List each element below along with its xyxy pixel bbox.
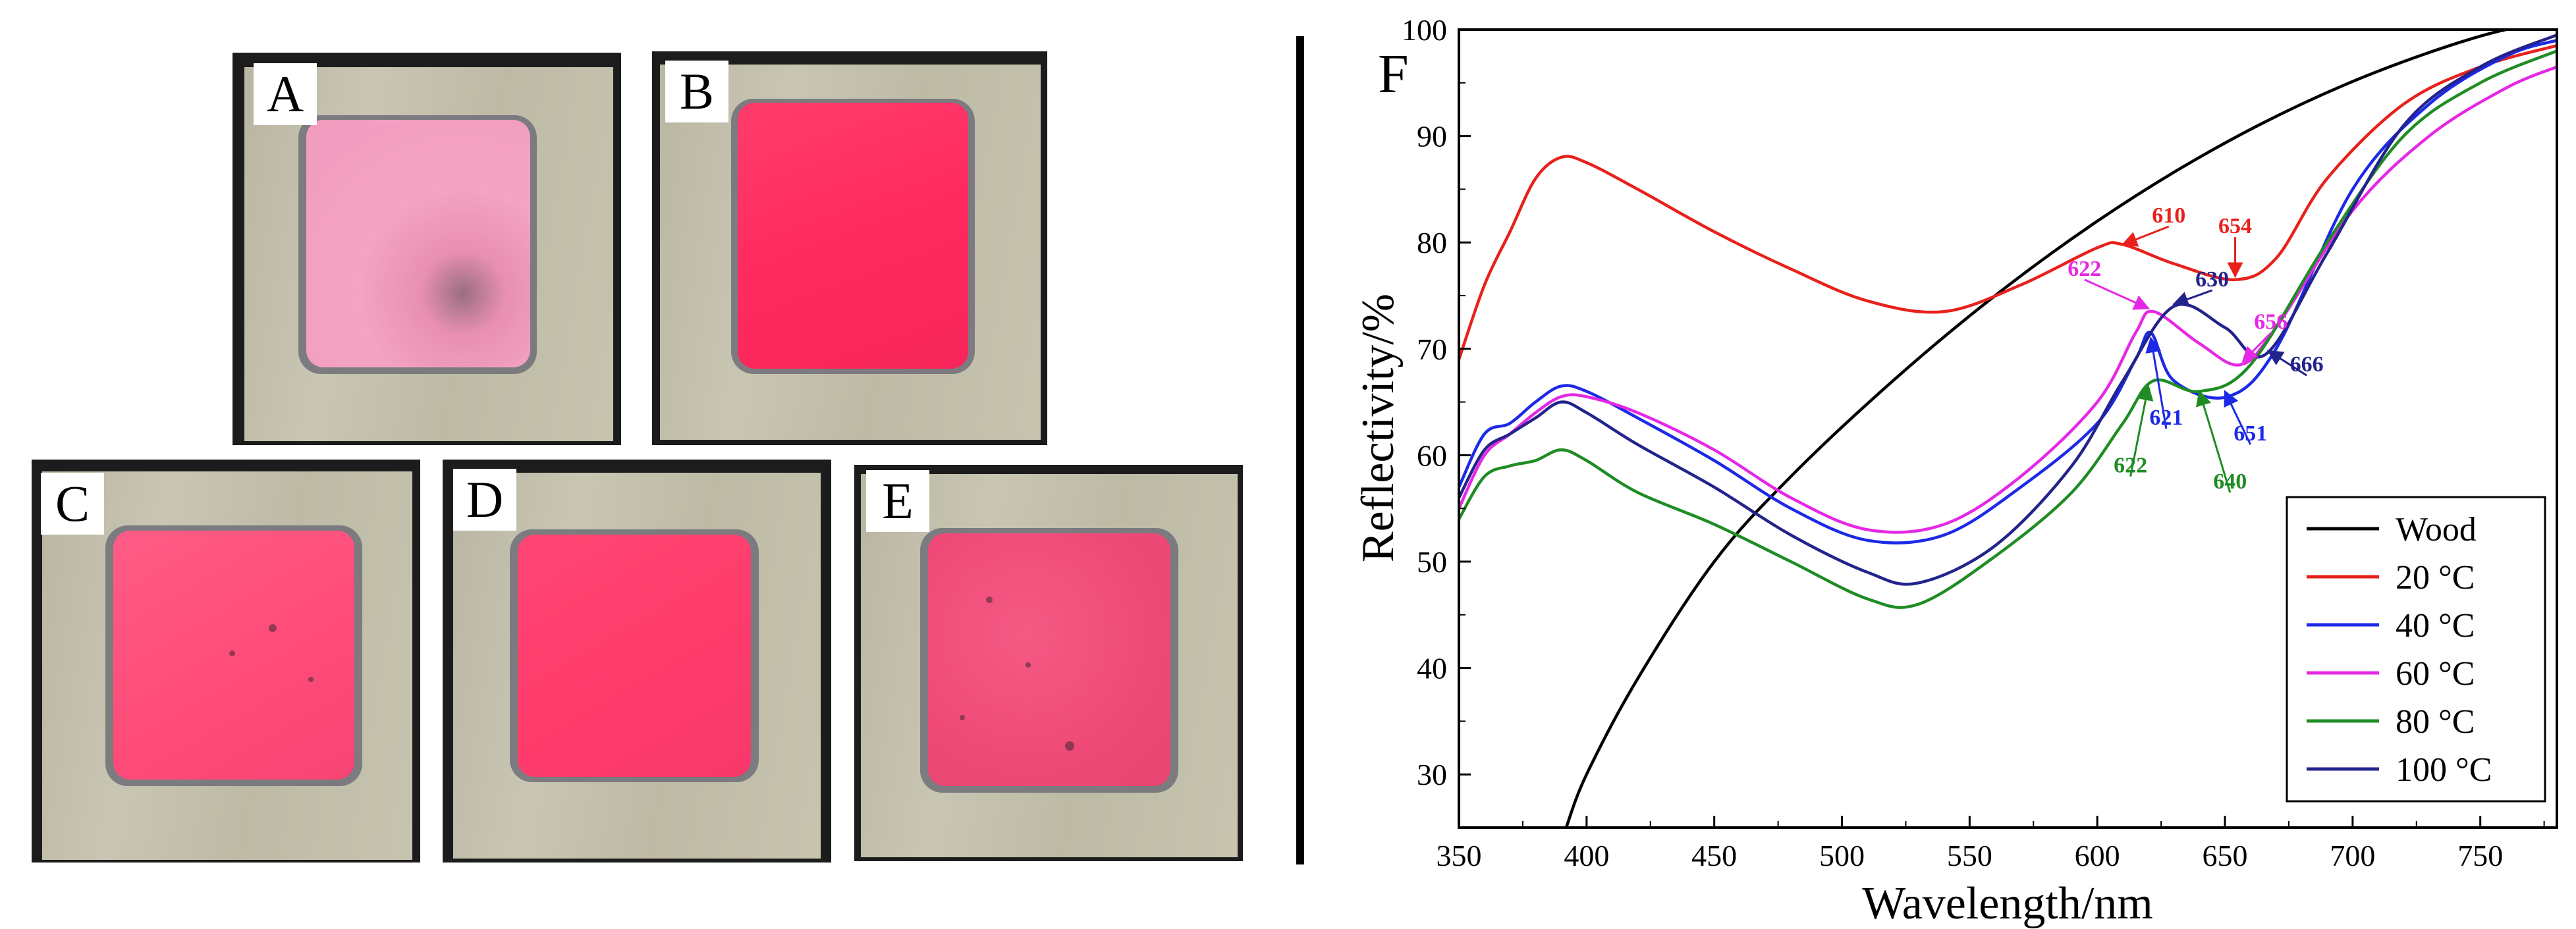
annotation-arrow	[2084, 279, 2150, 310]
series-line-100-c	[1459, 34, 2557, 586]
annotation-label: 622	[2114, 454, 2147, 478]
series-line-20-c	[1459, 44, 2557, 360]
x-tick-label: 600	[2075, 839, 2120, 872]
legend-entry: 60 °C	[2396, 655, 2475, 693]
x-tick-label: 400	[1564, 839, 1609, 872]
photo-panel-e: E	[854, 465, 1243, 861]
panel-label-e: E	[866, 470, 929, 532]
annotation-label: 630	[2195, 267, 2229, 292]
photo-panel-b: B	[652, 51, 1047, 445]
annotation-label: 666	[2290, 352, 2324, 377]
x-tick-label: 650	[2203, 839, 2248, 872]
annotation-arrow	[2129, 385, 2154, 477]
chart-panel-label: F	[1378, 43, 1409, 105]
plot-frame	[1458, 28, 2558, 829]
y-axis-label: Reflectivity/%	[1353, 294, 1404, 562]
annotation-arrow	[2224, 390, 2252, 445]
y-tick-label: 50	[1417, 545, 1447, 579]
annotation-label: 640	[2213, 469, 2247, 494]
panel-label-a: A	[254, 63, 317, 125]
y-tick-label: 90	[1417, 120, 1447, 153]
legend-entry: 100 °C	[2396, 751, 2492, 789]
legend-entry: Wood	[2396, 511, 2477, 548]
legend-entry: 40 °C	[2396, 607, 2475, 645]
coating-a	[306, 120, 530, 367]
y-tick-label: 30	[1417, 758, 1447, 791]
photo-panel-a: A	[233, 53, 621, 445]
x-tick-label: 500	[1819, 839, 1865, 872]
coating-d	[518, 535, 751, 777]
legend-entry: 80 °C	[2396, 703, 2475, 741]
legend-box	[2286, 496, 2546, 803]
annotation-label: 610	[2152, 203, 2185, 228]
coating-b	[738, 103, 968, 369]
x-tick-label: 450	[1691, 839, 1737, 872]
annotation-arrow	[2241, 332, 2272, 363]
y-tick-label: 100	[1402, 13, 1447, 47]
x-tick-label: 550	[1947, 839, 1992, 872]
annotation-arrow	[2172, 289, 2213, 307]
panel-label-d: D	[453, 469, 516, 531]
series-line-40-c	[1459, 39, 2557, 544]
series-line-80-c	[1459, 49, 2557, 609]
x-tick-label: 350	[1437, 839, 1482, 872]
annotation-label: 621	[2149, 406, 2183, 430]
annotation-arrow	[2145, 336, 2168, 429]
photo-panel-d: D	[443, 460, 831, 863]
annotation-label: 654	[2218, 214, 2252, 238]
annotation-arrow	[2266, 350, 2307, 377]
series-line-60-c	[1459, 65, 2557, 534]
photo-panel-c: C	[32, 460, 420, 863]
series-line-wood	[1564, 30, 2557, 828]
x-tick-label: 750	[2457, 839, 2503, 872]
panel-label-b: B	[665, 61, 728, 122]
x-tick-label: 700	[2330, 839, 2375, 872]
panel-label-c: C	[41, 473, 104, 535]
annotation-label: 622	[2068, 257, 2101, 281]
y-tick-label: 70	[1417, 332, 1447, 366]
panel-divider	[1296, 36, 1304, 864]
x-axis-label: Wavelength/nm	[1862, 878, 2152, 929]
annotation-label: 651	[2233, 421, 2267, 446]
coating-e	[928, 533, 1170, 786]
y-tick-label: 40	[1417, 652, 1447, 685]
annotation-arrow	[2121, 225, 2170, 247]
annotation-arrow	[2196, 390, 2232, 493]
annotation-label: 656	[2254, 310, 2288, 334]
legend-entry: 20 °C	[2396, 559, 2475, 597]
y-tick-label: 60	[1417, 438, 1447, 472]
legend: Wood 20 °C 40 °C 60 °C 80 °C 100 °C	[2286, 496, 2546, 803]
y-tick-label: 80	[1417, 226, 1447, 259]
